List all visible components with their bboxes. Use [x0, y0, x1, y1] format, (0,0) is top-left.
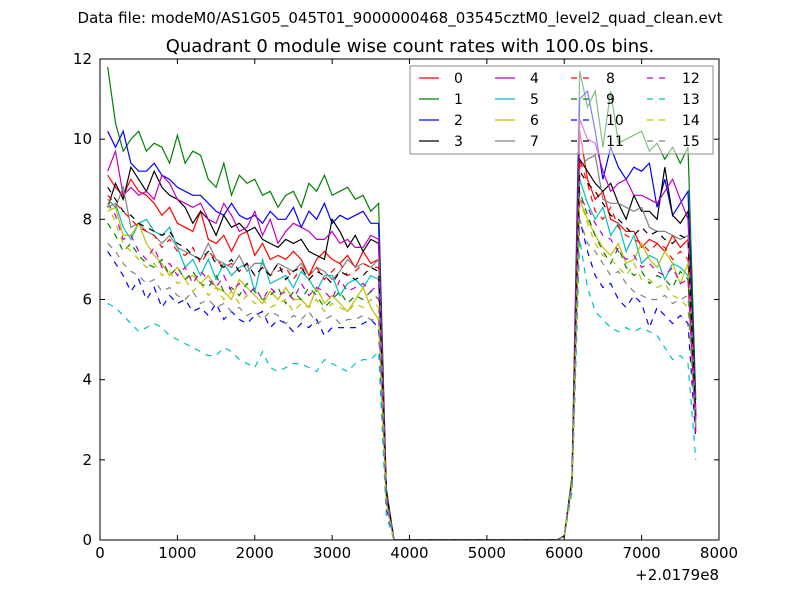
legend-label: 9: [606, 92, 615, 108]
figure-suptitle: Data file: modeM0/AS1G05_045T01_90000004…: [77, 9, 723, 27]
y-tick-label: 8: [82, 210, 92, 228]
legend-label: 5: [530, 92, 539, 108]
x-tick-label: 3000: [313, 544, 351, 562]
legend-label: 7: [530, 134, 539, 150]
y-tick-label: 2: [82, 451, 92, 469]
y-tick-label: 6: [82, 291, 92, 309]
series-line-9: [107, 191, 697, 540]
y-tick-label: 0: [82, 531, 92, 549]
series-line-6: [107, 199, 697, 540]
legend-label: 8: [606, 71, 615, 87]
series-line-12: [107, 197, 697, 540]
series-line-11: [107, 169, 697, 540]
series-line-4: [107, 118, 697, 540]
series-line-8: [107, 159, 697, 540]
legend-label: 0: [454, 71, 463, 87]
legend-label: 3: [454, 134, 463, 150]
series-line-13: [107, 239, 697, 540]
y-tick-label: 10: [73, 130, 92, 148]
series-line-7: [107, 154, 697, 540]
x-tick-label: 0: [95, 544, 105, 562]
legend-label: 12: [682, 71, 700, 87]
legend-label: 13: [682, 92, 700, 108]
legend-label: 4: [530, 71, 539, 87]
legend-label: 6: [530, 113, 539, 129]
legend-label: 2: [454, 113, 463, 129]
x-tick-label: 6000: [545, 544, 583, 562]
series-line-3: [107, 157, 697, 540]
chart-title: Quadrant 0 module wise count rates with …: [165, 36, 655, 57]
x-offset-text: +2.0179e8: [635, 566, 719, 584]
legend-label: 10: [606, 113, 624, 129]
series-line-14: [107, 199, 697, 540]
series-line-2: [107, 89, 697, 540]
y-tick-label: 4: [82, 371, 92, 389]
legend-label: 14: [682, 113, 700, 129]
legend-label: 1: [454, 92, 463, 108]
series-line-10: [107, 219, 697, 540]
x-tick-label: 7000: [623, 544, 661, 562]
x-tick-label: 2000: [236, 544, 274, 562]
x-tick-label: 1000: [158, 544, 196, 562]
legend-label: 15: [682, 134, 700, 150]
series-line-5: [107, 179, 697, 540]
legend-label: 11: [606, 134, 624, 150]
y-tick-label: 12: [73, 50, 92, 68]
series-line-0: [107, 131, 697, 540]
legend-box: [409, 65, 714, 155]
x-tick-label: 8000: [700, 544, 738, 562]
x-tick-label: 4000: [390, 544, 428, 562]
series-line-15: [107, 219, 697, 540]
x-tick-label: 5000: [468, 544, 506, 562]
